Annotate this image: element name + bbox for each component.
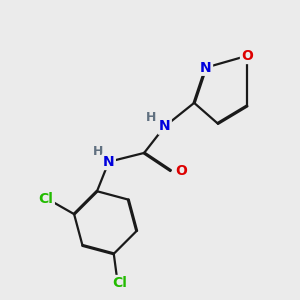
Text: N: N (103, 155, 115, 169)
Text: O: O (241, 49, 253, 63)
Text: N: N (200, 61, 212, 75)
Text: O: O (175, 164, 187, 178)
Text: Cl: Cl (112, 276, 127, 290)
Text: H: H (93, 145, 104, 158)
Text: Cl: Cl (39, 192, 54, 206)
Text: H: H (146, 111, 157, 124)
Text: N: N (159, 119, 170, 134)
